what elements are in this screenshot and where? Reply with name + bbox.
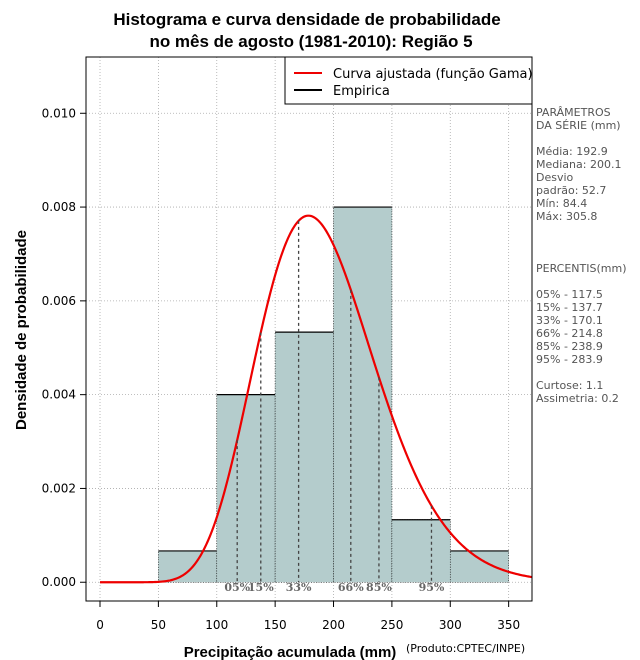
- side-panel-line: Curtose: 1.1: [536, 379, 603, 392]
- side-panel-line: 85% - 238.9: [536, 340, 603, 353]
- chart-title-line2: no mês de agosto (1981-2010): Região 5: [149, 32, 472, 51]
- percentile-label: 85%: [366, 581, 392, 594]
- product-credit: (Produto:CPTEC/INPE): [406, 642, 525, 655]
- percentile-label: 05%: [224, 581, 250, 594]
- x-tick-label: 50: [151, 618, 166, 632]
- x-tick-label: 250: [380, 618, 403, 632]
- legend: Curva ajustada (função Gama) Empirica: [284, 56, 533, 105]
- x-tick-label: 150: [264, 618, 287, 632]
- x-axis-label: Precipitação acumulada (mm): [184, 644, 397, 660]
- histogram-bar: [158, 550, 218, 583]
- side-panel-line: 95% - 283.9: [536, 353, 603, 366]
- legend-box: [284, 56, 533, 105]
- side-panel-line: Média: 192.9: [536, 145, 608, 158]
- side-panel-line: Máx: 305.8: [536, 210, 597, 223]
- side-panel-line: Mín: 84.4: [536, 197, 587, 210]
- x-tick-label: 100: [205, 618, 228, 632]
- percentile-lines: 05%15% 33% 66% 85% 95%: [224, 220, 445, 594]
- side-panel-line: Assimetria: 0.2: [536, 392, 619, 405]
- y-tick-label: 0.008: [42, 200, 76, 214]
- statistics-side-panel: PARÂMETROS DA SÉRIE (mm) Média: 192.9Medi…: [536, 106, 627, 405]
- side-panel-line: Desvio: [536, 171, 574, 184]
- percentile-label: 33%: [286, 581, 312, 594]
- percentile-label: 66%: [338, 581, 364, 594]
- y-tick-label: 0.006: [42, 294, 76, 308]
- histogram-bar: [391, 519, 451, 583]
- percentile-label: 15%: [248, 581, 274, 594]
- side-panel-line: 05% - 117.5: [536, 288, 603, 301]
- side-panel-line: 15% - 137.7: [536, 301, 603, 314]
- gamma-curve: [100, 214, 533, 584]
- x-axis: 0 50 100 150 200 250 300 350: [96, 601, 520, 632]
- y-tick-label: 0.004: [42, 388, 76, 402]
- y-axis: 0.000 0.002 0.004 0.006 0.008 0.010: [42, 106, 86, 589]
- histogram-bar: [449, 550, 509, 583]
- percentile-label: 95%: [419, 581, 445, 594]
- side-panel-line: 66% - 214.8: [536, 327, 603, 340]
- x-tick-label: 300: [439, 618, 462, 632]
- side-panel-line: padrão: 52.7: [536, 184, 606, 197]
- side-panel-line: PARÂMETROS: [536, 106, 611, 119]
- side-panel-line: Mediana: 200.1: [536, 158, 621, 171]
- side-panel-line: 33% - 170.1: [536, 314, 603, 327]
- x-tick-label: 350: [497, 618, 520, 632]
- x-tick-label: 200: [322, 618, 345, 632]
- gamma-curve-layer: [100, 214, 533, 584]
- y-tick-label: 0.000: [42, 575, 76, 589]
- histogram-bar: [274, 331, 334, 583]
- side-panel-line: PERCENTIS(mm): [536, 262, 627, 275]
- histogram-bars: [158, 206, 509, 583]
- y-tick-label: 0.002: [42, 481, 76, 495]
- legend-label-empirical: Empirica: [333, 84, 390, 99]
- legend-label-fitted-curve: Curva ajustada (função Gama): [333, 67, 533, 82]
- y-tick-label: 0.010: [42, 106, 76, 120]
- histogram-bar: [216, 394, 276, 583]
- side-panel-line: DA SÉRIE (mm): [536, 119, 621, 132]
- histogram-bar: [333, 206, 393, 583]
- x-tick-label: 0: [96, 618, 104, 632]
- chart-title-line1: Histograma e curva densidade de probabil…: [113, 10, 500, 29]
- y-axis-label: Densidade de probabilidade: [13, 230, 30, 430]
